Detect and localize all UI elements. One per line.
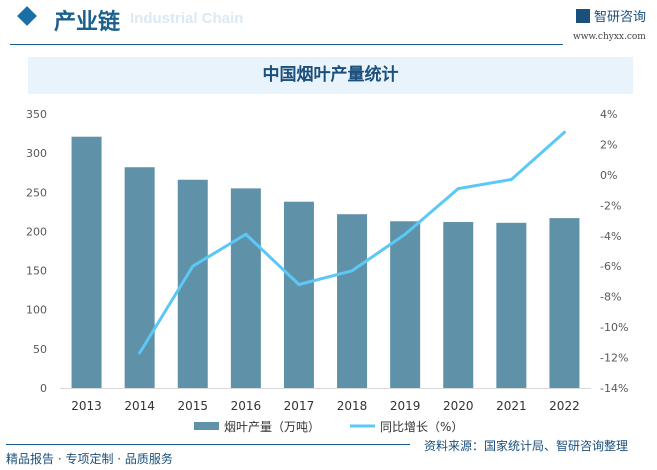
bar-2017 <box>283 201 314 388</box>
source-note: 资料来源：国家统计局、智研咨询整理 <box>424 439 629 453</box>
growth-point <box>403 232 407 236</box>
growth-point <box>350 269 354 273</box>
growth-point <box>138 351 142 355</box>
y-right-tick: -4% <box>600 230 621 243</box>
x-tick: 2013 <box>71 399 102 413</box>
bar-2020 <box>443 222 474 388</box>
x-tick: 2022 <box>549 399 580 413</box>
x-tick: 2021 <box>496 399 527 413</box>
header: 产业链 Industrial Chain 智研咨询 www.chyxx.com <box>0 0 657 50</box>
y-left-tick: 300 <box>26 147 47 160</box>
x-tick: 2019 <box>390 399 421 413</box>
y-left-tick: 200 <box>26 225 47 238</box>
x-tick: 2016 <box>231 399 262 413</box>
y-left-tick: 250 <box>26 186 47 199</box>
x-tick: 2017 <box>284 399 315 413</box>
y-left-tick: 150 <box>26 265 47 278</box>
legend-bar-label: 烟叶产量（万吨） <box>224 420 320 434</box>
legend-line-label: 同比增长（%） <box>380 420 463 434</box>
y-right-tick: -10% <box>600 321 628 334</box>
bar-2022 <box>549 218 580 388</box>
divider <box>10 44 563 45</box>
bar-2016 <box>230 188 261 388</box>
y-right-tick: 2% <box>600 138 617 151</box>
x-tick: 2015 <box>177 399 208 413</box>
y-left-tick: 100 <box>26 304 47 317</box>
brand-name: 智研咨询 <box>594 10 647 25</box>
bar-2014 <box>124 167 155 388</box>
footer-slogan: 精品报告 · 专项定制 · 品质服务 <box>6 452 173 466</box>
x-tick: 2018 <box>337 399 368 413</box>
y-right-tick: -12% <box>600 352 628 365</box>
legend-bar-swatch <box>194 422 219 430</box>
brand-logo: 智研咨询 <box>576 6 646 25</box>
brand-url: www.chyxx.com <box>573 32 646 42</box>
header-subtitle: Industrial Chain <box>130 10 244 27</box>
y-right-tick: 4% <box>600 108 617 121</box>
bar-2019 <box>390 221 421 388</box>
y-right-tick: 0% <box>600 169 617 182</box>
growth-point <box>509 177 513 181</box>
bar-2021 <box>496 222 527 388</box>
bar-2013 <box>71 136 102 388</box>
growth-point <box>244 232 248 236</box>
y-right-tick: -14% <box>600 382 628 395</box>
growth-point <box>191 264 195 268</box>
x-tick: 2014 <box>124 399 155 413</box>
y-right-tick: -6% <box>600 260 621 273</box>
y-right-tick: -2% <box>600 199 621 212</box>
x-tick: 2020 <box>443 399 474 413</box>
growth-point <box>297 282 301 286</box>
growth-point <box>456 187 460 191</box>
y-left-tick: 0 <box>40 382 47 395</box>
bar-2018 <box>337 214 368 388</box>
growth-point <box>562 130 566 134</box>
logo-icon <box>576 9 590 23</box>
header-title: 产业链 <box>54 10 121 35</box>
y-left-tick: 350 <box>26 108 47 121</box>
chart-title: 中国烟叶产量统计 <box>28 57 633 94</box>
y-left-tick: 50 <box>33 343 47 356</box>
footer-divider <box>6 444 410 445</box>
y-right-tick: -8% <box>600 291 621 304</box>
